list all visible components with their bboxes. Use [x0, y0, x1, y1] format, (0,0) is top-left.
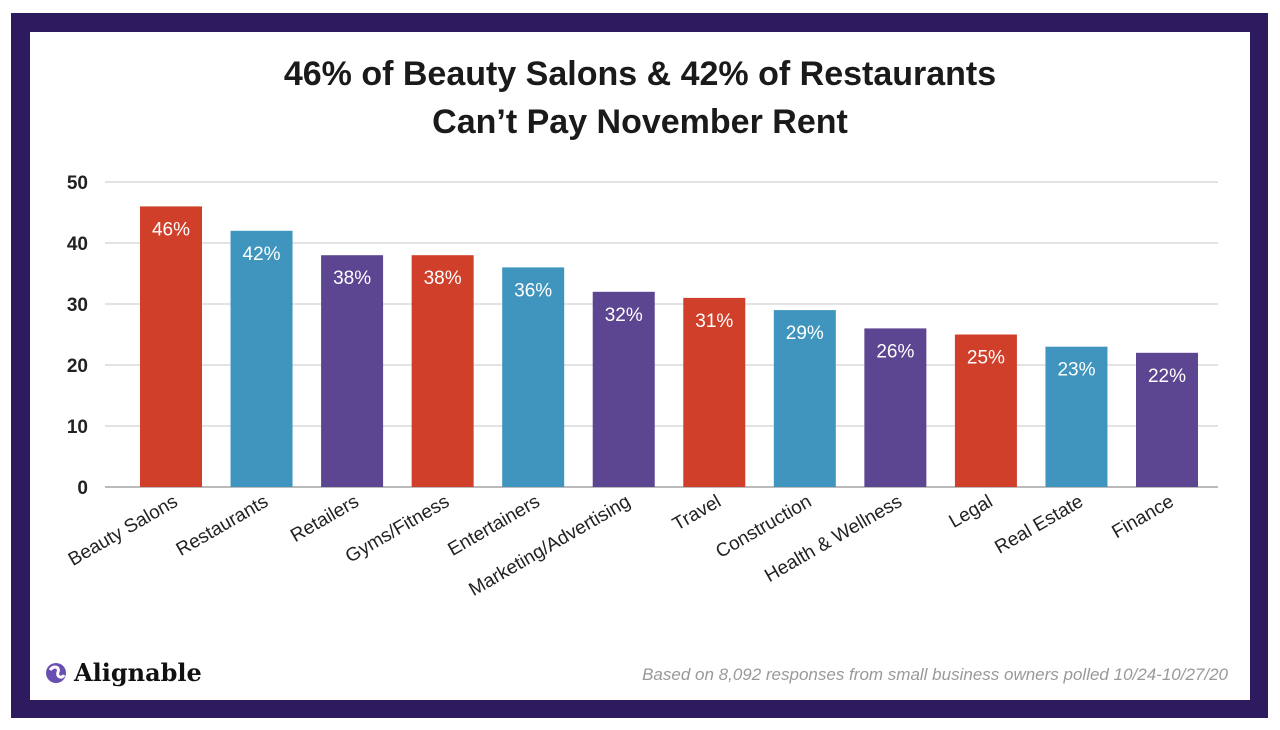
bar [592, 291, 655, 487]
data-label: 25% [967, 348, 1005, 369]
title-line-1: 46% of Beauty Salons & 42% of Restaurant… [283, 55, 997, 93]
alignable-logo-icon [46, 662, 66, 683]
bar [773, 310, 836, 487]
data-label: 38% [424, 268, 462, 289]
y-tick-label: 10 [67, 417, 88, 438]
data-label: 42% [243, 244, 281, 265]
footnote: Based on 8,092 responses from small busi… [642, 665, 1228, 684]
data-label: 46% [152, 219, 190, 240]
alignable-logo: Alignable [44, 658, 202, 687]
x-tick-label: Gyms/Fitness [342, 491, 453, 567]
data-label: 23% [1057, 360, 1095, 381]
data-label: 31% [695, 311, 733, 332]
bar [954, 334, 1017, 487]
bar [683, 297, 746, 487]
x-tick-label: Beauty Salons [65, 491, 182, 570]
y-tick-label: 50 [67, 173, 88, 194]
x-tick-label: Travel [669, 491, 725, 535]
brand-name: Alignable [74, 658, 202, 687]
x-tick-label: Restaurants [173, 491, 272, 560]
data-label: 38% [333, 268, 371, 289]
y-tick-label: 40 [67, 234, 88, 255]
data-label: 22% [1148, 366, 1186, 387]
bar [140, 206, 202, 487]
x-tick-label: Marketing/Advertising [466, 491, 635, 601]
title-line-2: Can’t Pay November Rent [432, 103, 848, 141]
y-tick-label: 30 [67, 295, 88, 316]
bar [321, 255, 384, 487]
y-tick-label: 0 [77, 478, 88, 499]
x-tick-label: Retailers [287, 491, 362, 547]
bar [502, 267, 565, 487]
bar [864, 328, 927, 487]
x-tick-label: Real Estate [991, 491, 1087, 558]
bar [1136, 352, 1198, 487]
data-label: 32% [605, 305, 643, 326]
y-tick-label: 20 [67, 356, 88, 377]
data-label: 36% [514, 280, 552, 301]
chart-title: 46% of Beauty Salons & 42% of Restaurant… [0, 50, 1280, 146]
data-label: 26% [876, 341, 914, 362]
bar [411, 255, 474, 487]
data-label: 29% [786, 323, 824, 344]
x-tick-label: Finance [1108, 491, 1177, 543]
bar [230, 230, 293, 488]
x-tick-label: Legal [946, 491, 997, 532]
bar [1045, 346, 1108, 487]
